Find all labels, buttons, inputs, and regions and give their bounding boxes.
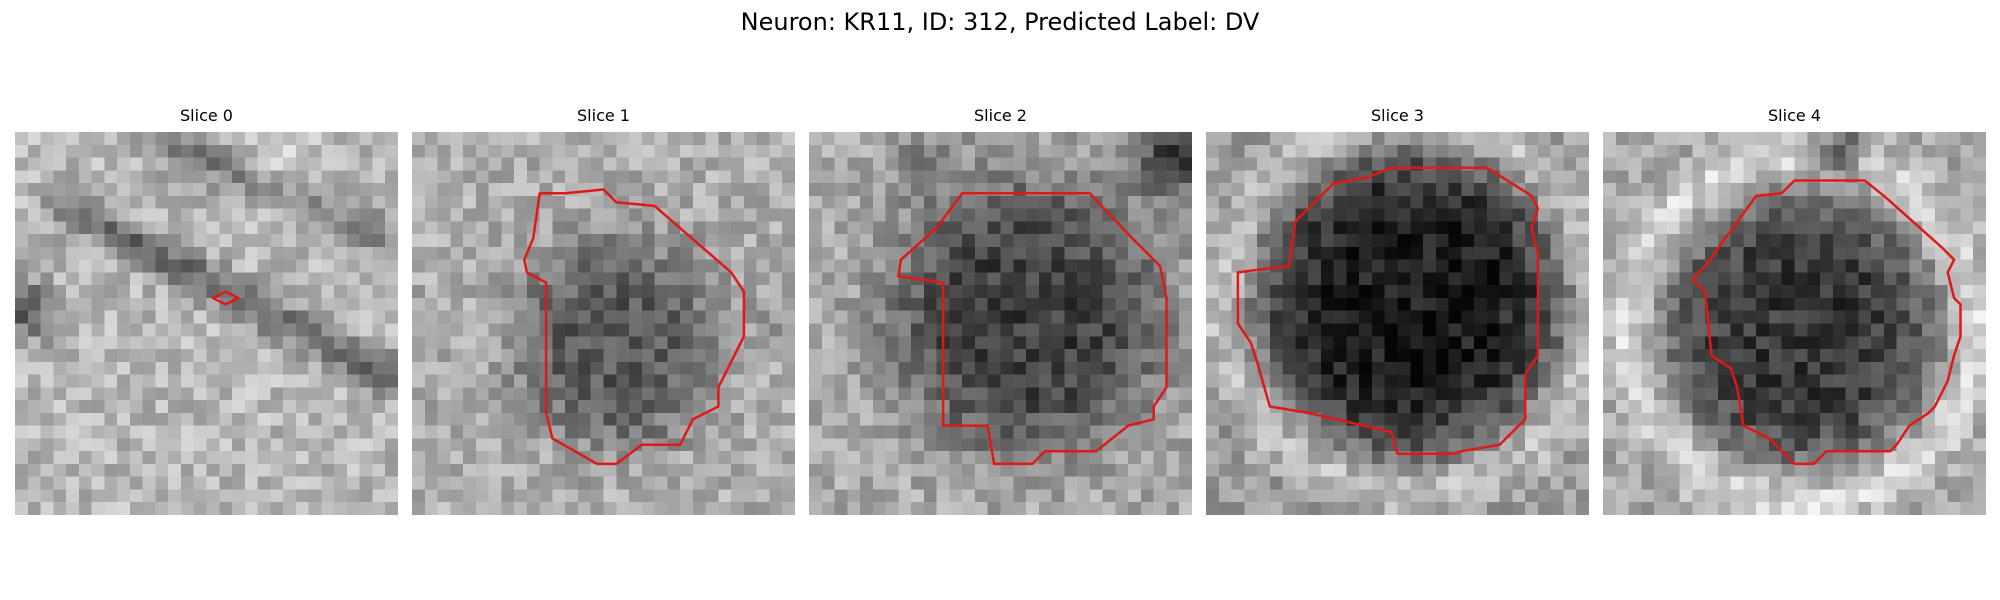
pixel-grid <box>412 132 795 515</box>
slice-panel-0: Slice 0 <box>15 106 398 519</box>
segmentation-contour <box>1236 166 1540 455</box>
segmentation-contour <box>1691 179 1962 466</box>
slice-panel-1: Slice 1 <box>412 106 795 519</box>
slice-title-2: Slice 2 <box>974 106 1027 125</box>
slice-panel-2: Slice 2 <box>809 106 1192 519</box>
slice-panel-3: Slice 3 <box>1206 106 1589 519</box>
slice-title-0: Slice 0 <box>180 106 233 125</box>
figure-title: Neuron: KR11, ID: 312, Predicted Label: … <box>740 8 1260 36</box>
segmentation-contour <box>523 188 746 466</box>
segmentation-contour <box>211 290 240 306</box>
slice-title-4: Slice 4 <box>1768 106 1821 125</box>
slice-pixels-3 <box>1206 132 1589 515</box>
slice-image-2 <box>809 132 1192 515</box>
pixel-grid <box>15 132 398 515</box>
slice-image-1 <box>412 132 795 515</box>
pixel-grid <box>1603 132 1986 515</box>
pixel-grid <box>1206 132 1589 515</box>
slice-pixels-0 <box>15 132 398 515</box>
pixel-grid <box>809 132 1192 515</box>
slice-image-0 <box>15 132 398 515</box>
slice-pixels-2 <box>809 132 1192 515</box>
segmentation-contour <box>897 192 1168 466</box>
slice-pixels-1 <box>412 132 795 515</box>
slice-image-3 <box>1206 132 1589 515</box>
slice-title-1: Slice 1 <box>577 106 630 125</box>
slice-title-3: Slice 3 <box>1371 106 1424 125</box>
slice-pixels-4 <box>1603 132 1986 515</box>
slice-panel-4: Slice 4 <box>1603 106 1986 519</box>
slice-image-4 <box>1603 132 1986 515</box>
